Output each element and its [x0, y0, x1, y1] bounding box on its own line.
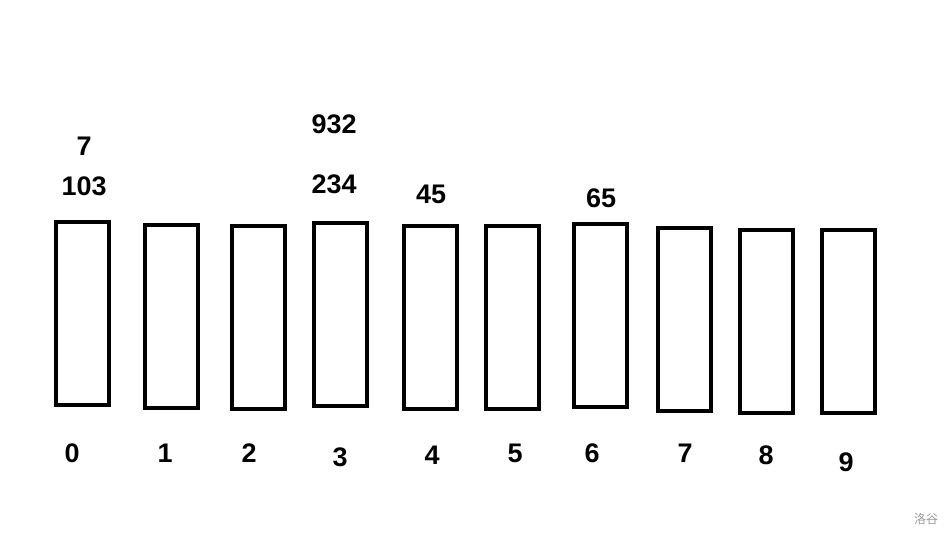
bucket-item-label: 7: [76, 131, 91, 161]
bucket-index-label: 9: [838, 447, 853, 477]
bucket-6: 6 65: [572, 183, 629, 468]
bucket-box: [143, 223, 200, 410]
bucket-item-label: 234: [311, 169, 356, 199]
bucket-item-label: 65: [586, 183, 616, 213]
bucket-item-label: 932: [311, 109, 356, 139]
bucket-item-label: 45: [416, 179, 446, 209]
bucket-8: 8: [738, 228, 795, 470]
bucket-index-label: 6: [584, 438, 599, 468]
bucket-3: 3 932 234: [311, 109, 369, 472]
bucket-box: [312, 221, 369, 408]
bucket-index-label: 7: [677, 438, 692, 468]
bucket-item-label: 103: [61, 171, 106, 201]
bucket-4: 4 45: [402, 179, 459, 470]
bucket-index-label: 1: [157, 438, 172, 468]
bucket-box: [484, 224, 541, 411]
bucket-2: 2: [230, 224, 287, 468]
bucket-box: [656, 226, 713, 413]
buckets-layer: 0 7 103 1 2 3 932 234 4 45 5 6 65 7 8 9: [54, 109, 877, 477]
bucket-box: [54, 220, 111, 407]
bucket-5: 5: [484, 224, 541, 468]
bucket-box: [402, 224, 459, 411]
bucket-index-label: 8: [758, 440, 773, 470]
bucket-index-label: 3: [332, 442, 347, 472]
bucket-7: 7: [656, 226, 713, 468]
bucket-1: 1: [143, 223, 200, 468]
bucket-box: [738, 228, 795, 415]
bucket-index-label: 4: [424, 440, 439, 470]
bucket-index-label: 2: [241, 438, 256, 468]
bucket-9: 9: [820, 228, 877, 477]
watermark-logo: 洛谷: [914, 511, 938, 526]
bucket-index-label: 5: [507, 438, 522, 468]
bucket-0: 0 7 103: [54, 131, 111, 468]
bucket-box: [572, 222, 629, 409]
bucket-box: [820, 228, 877, 415]
bucket-index-label: 0: [64, 438, 79, 468]
bucket-box: [230, 224, 287, 411]
